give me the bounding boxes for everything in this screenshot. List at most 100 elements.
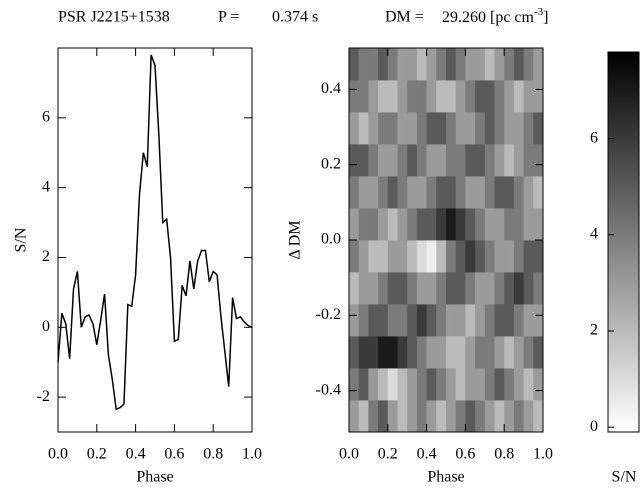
heatmap-cell (358, 240, 369, 273)
heatmap-cell (475, 240, 486, 273)
heatmap-cell (416, 144, 427, 177)
y-tick-label: 6 (42, 108, 50, 125)
heatmap-cell (349, 304, 360, 337)
heatmap-cell (416, 208, 427, 241)
y-tick-label: 0 (42, 318, 50, 335)
heatmap-cell (513, 176, 524, 209)
heatmap-cell (446, 48, 457, 81)
heatmap-cell (349, 400, 360, 433)
heatmap-cell (513, 336, 524, 369)
heatmap-cell (533, 304, 544, 337)
heatmap-cell (436, 112, 447, 145)
colorbar-tick-label: 0 (590, 418, 598, 435)
heatmap-cell (368, 48, 379, 81)
heatmap-cell (387, 144, 398, 177)
heatmap-cell (387, 208, 398, 241)
heatmap-cell (378, 400, 389, 433)
heatmap-cell (407, 336, 418, 369)
heatmap-cell (533, 368, 544, 401)
heatmap-cell (436, 48, 447, 81)
heatmap-cell (465, 80, 476, 113)
heatmap-cell (397, 336, 408, 369)
heatmap-cell (387, 272, 398, 305)
heatmap-cell (523, 336, 534, 369)
x-tick-label: 0.0 (339, 446, 359, 463)
heatmap-cell (378, 272, 389, 305)
heatmap-cell (387, 336, 398, 369)
heatmap-cell (465, 368, 476, 401)
heatmap-cell (513, 240, 524, 273)
heatmap-cell (533, 240, 544, 273)
heatmap-cell (504, 272, 515, 305)
y-axis-label: S/N (13, 227, 30, 252)
heatmap-cell (465, 272, 476, 305)
y-axis-label: Δ DM (287, 220, 304, 259)
heatmap-cell (494, 240, 505, 273)
heatmap-cell (349, 80, 360, 113)
heatmap-cell (358, 144, 369, 177)
x-tick-label: 0.6 (164, 446, 184, 463)
heatmap-cell (494, 272, 505, 305)
heatmap-cell (465, 112, 476, 145)
heatmap-cell (436, 304, 447, 337)
heatmap-cell (426, 80, 437, 113)
heatmap-cell (378, 208, 389, 241)
heatmap-cell (523, 272, 534, 305)
heatmap-cell (475, 336, 486, 369)
heatmap-cell (368, 240, 379, 273)
heatmap-cell (416, 48, 427, 81)
heatmap-cell (387, 400, 398, 433)
heatmap-cell (446, 304, 457, 337)
y-tick-label: 0.4 (321, 80, 341, 97)
dm-value-text: 29.260 [pc cm (442, 9, 535, 26)
heatmap-cell (455, 304, 466, 337)
heatmap-cell (407, 112, 418, 145)
heatmap-cell (523, 144, 534, 177)
heatmap-cell (475, 176, 486, 209)
profile-line (57, 54, 253, 411)
heatmap-cell (523, 208, 534, 241)
heatmap-cell (494, 208, 505, 241)
heatmap-cell (378, 240, 389, 273)
heatmap-cell (426, 240, 437, 273)
heatmap-cell (484, 144, 495, 177)
y-tick-label: -2 (37, 388, 50, 405)
heatmap-cell (416, 368, 427, 401)
heatmap-cell (484, 304, 495, 337)
heatmap-cell (368, 144, 379, 177)
heatmap-cell (484, 400, 495, 433)
heatmap-cell (465, 400, 476, 433)
heatmap-cell (368, 80, 379, 113)
dm-label: DM = (385, 9, 424, 26)
heatmap-cell (484, 272, 495, 305)
heatmap-cell (523, 368, 534, 401)
x-tick-label: 0.2 (378, 446, 398, 463)
heatmap-cell (484, 208, 495, 241)
heatmap-cell (504, 112, 515, 145)
heatmap-cell (387, 48, 398, 81)
heatmap-cell (349, 112, 360, 145)
heatmap-cell (475, 304, 486, 337)
heatmap-cell (465, 304, 476, 337)
heatmap-cell (416, 112, 427, 145)
heatmap-cell (455, 272, 466, 305)
heatmap-cell (504, 304, 515, 337)
heatmap-cell (416, 80, 427, 113)
heatmap-cell (475, 144, 486, 177)
heatmap-cell (358, 176, 369, 209)
heatmap-cell (416, 272, 427, 305)
dm-close: ] (543, 9, 548, 26)
period-label: P = (218, 9, 239, 26)
heatmap-cell (523, 80, 534, 113)
heatmap-cell (533, 208, 544, 241)
heatmap-cell (436, 368, 447, 401)
heatmap-cell (387, 368, 398, 401)
heatmap-cell (368, 176, 379, 209)
heatmap-cell (387, 176, 398, 209)
plot-frame (348, 47, 544, 433)
heatmap-cell (504, 208, 515, 241)
heatmap-cell (484, 48, 495, 81)
heatmap-cell (465, 208, 476, 241)
heatmap-cell (533, 400, 544, 433)
